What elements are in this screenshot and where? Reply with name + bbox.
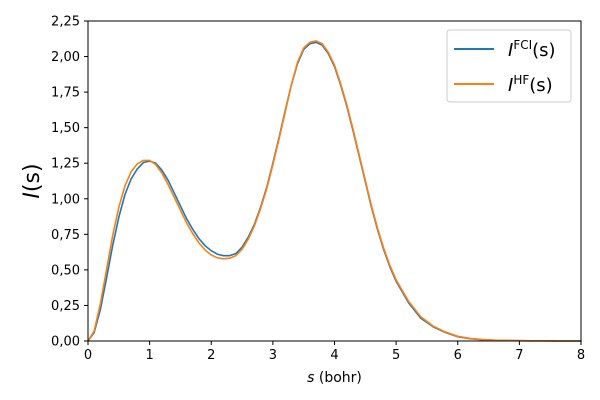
legend-fci-args: (s) <box>532 40 555 61</box>
series-line-hf <box>87 40 582 342</box>
x-tick-label: 2 <box>207 348 215 363</box>
y-axis-main: I <box>20 192 45 199</box>
legend-label-hf: IHF(s) <box>508 73 553 96</box>
x-axis-variable: s <box>307 370 314 386</box>
y-tick-label: 1,75 <box>51 86 80 101</box>
plot-frame <box>87 20 582 342</box>
legend-label-fci: IFCI(s) <box>508 38 556 61</box>
legend-fci-base: I <box>508 40 513 61</box>
y-tick-label: 2,25 <box>51 15 80 30</box>
y-tick-label: 0,75 <box>51 228 80 243</box>
x-tick-label: 5 <box>392 348 400 363</box>
legend: IFCI(s) IHF(s) <box>446 29 572 103</box>
y-tick-label: 0,00 <box>51 335 80 350</box>
x-axis-unit: (bohr) <box>314 370 361 386</box>
x-tick-label: 3 <box>269 348 277 363</box>
series-layer <box>87 40 582 342</box>
legend-hf-sup: HF <box>513 73 529 87</box>
tick-layer: 0 1 2 3 4 5 6 7 8 0,00 0,25 0,50 0,75 1,00 1,25 1,50 1,7… <box>51 15 585 364</box>
y-tick-label: 0,50 <box>51 263 80 278</box>
y-tick-label: 1,50 <box>51 121 80 136</box>
x-axis-label: s (bohr) <box>307 370 362 386</box>
legend-hf-args: (s) <box>529 75 552 96</box>
y-tick-label: 2,00 <box>51 50 80 65</box>
y-tick-label: 0,25 <box>51 299 80 314</box>
y-axis-label: I(s) <box>20 163 45 198</box>
x-tick-label: 6 <box>454 348 462 363</box>
x-tick-label: 8 <box>577 348 585 363</box>
y-axis-args: (s) <box>20 163 45 192</box>
x-tick-label: 1 <box>145 348 153 363</box>
legend-fci-sup: FCI <box>513 38 532 52</box>
x-tick-label: 4 <box>330 348 338 363</box>
y-tick-label: 1,25 <box>51 157 80 172</box>
y-tick-label: 1,00 <box>51 192 80 207</box>
x-tick-label: 0 <box>84 348 92 363</box>
legend-hf-base: I <box>508 75 513 96</box>
x-tick-label: 7 <box>515 348 523 363</box>
